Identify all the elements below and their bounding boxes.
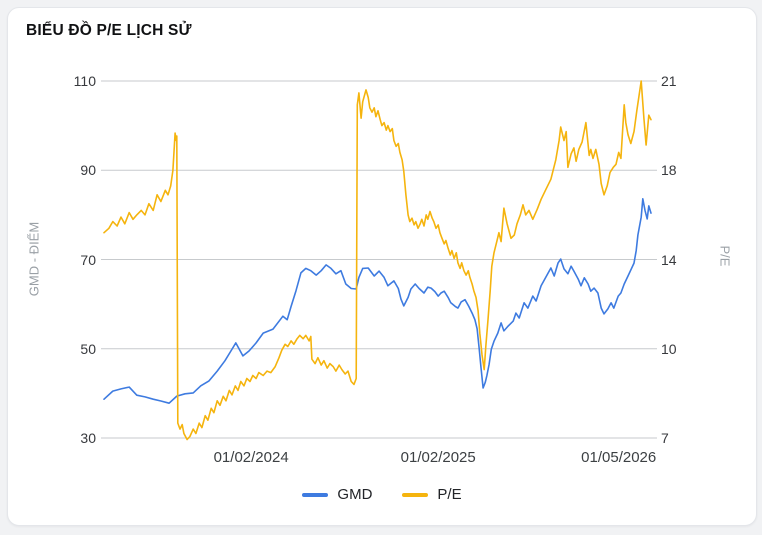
legend-item-p-e[interactable]: P/E — [402, 486, 462, 503]
chart-legend: GMD P/E — [8, 486, 756, 503]
y-axis-tick-right: 14 — [661, 251, 677, 268]
x-axis-tick: 01/02/2024 — [213, 449, 289, 466]
legend-item-gmd[interactable]: GMD — [302, 486, 372, 503]
y-axis-tick-left: 90 — [80, 162, 96, 179]
legend-label: GMD — [337, 486, 373, 503]
y-axis-tick-left: 50 — [80, 340, 96, 357]
chart-title: BIỂU ĐỒ P/E LỊCH SỬ — [26, 22, 192, 39]
legend-label: P/E — [437, 486, 462, 503]
pe-history-card: BIỂU ĐỒ P/E LỊCH SỬ GMD - ĐIỂM P/E 110 90… — [7, 7, 757, 526]
x-axis-tick: 01/05/2026 — [581, 449, 657, 466]
y-axis-tick-right: 10 — [661, 340, 677, 357]
p-e-line — [103, 80, 652, 441]
left-axis-title: GMD - ĐIỂM — [26, 221, 42, 297]
gmd-line — [103, 198, 652, 404]
chart-canvas — [101, 80, 657, 441]
x-axis-tick: 01/02/2025 — [400, 449, 476, 466]
legend-swatch-icon — [402, 492, 429, 497]
y-axis-tick-left: 110 — [73, 73, 96, 89]
y-axis-tick-left: 70 — [80, 251, 96, 268]
right-axis-title: P/E — [717, 245, 733, 267]
y-axis-tick-right: 7 — [661, 430, 669, 446]
y-axis-tick-left: 30 — [80, 430, 96, 446]
y-axis-tick-right: 18 — [661, 162, 677, 179]
y-axis-tick-right: 21 — [661, 73, 677, 89]
legend-swatch-icon — [302, 492, 329, 497]
plot-area[interactable] — [101, 81, 657, 438]
